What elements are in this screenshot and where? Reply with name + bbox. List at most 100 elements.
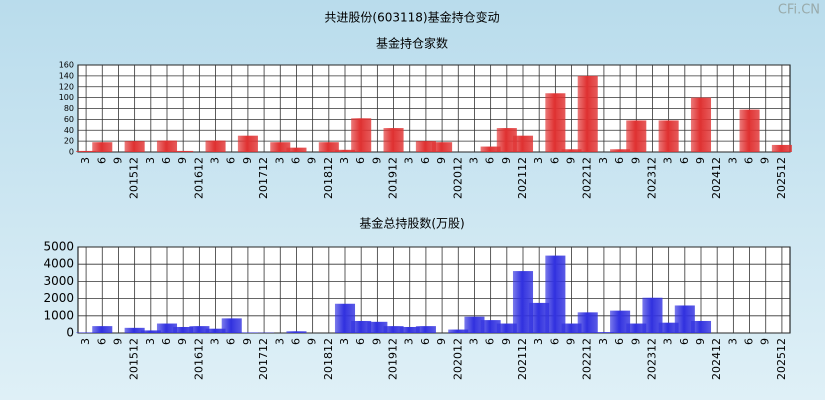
bar [561, 149, 582, 152]
bar [496, 128, 517, 152]
bar [286, 331, 307, 333]
bar [221, 318, 242, 333]
x-tick-label: 202312 [645, 338, 658, 380]
bar [674, 305, 695, 333]
chart-title: 基金持仓家数 [376, 36, 448, 51]
y-tick-label: 120 [59, 82, 74, 91]
bar [642, 297, 663, 333]
bar [318, 142, 339, 152]
x-tick-label: 6 [225, 338, 238, 345]
bar [351, 320, 372, 333]
x-tick-label: 3 [144, 338, 157, 345]
bar [383, 128, 404, 152]
x-tick-label: 9 [111, 157, 124, 164]
bar [156, 140, 178, 152]
x-tick-label: 6 [484, 157, 497, 164]
bar [561, 323, 582, 333]
x-tick-label: 3 [403, 338, 416, 345]
x-tick-label: 6 [678, 338, 691, 345]
bar [367, 321, 388, 333]
bar [610, 310, 631, 333]
x-tick-label: 201712 [257, 157, 270, 199]
bar [173, 326, 194, 333]
x-tick-label: 3 [273, 157, 286, 164]
x-tick-label: 6 [419, 338, 432, 345]
bar [593, 332, 614, 333]
bar [610, 149, 631, 152]
x-tick-label: 9 [500, 157, 513, 164]
x-tick-label: 6 [289, 338, 302, 345]
bar [512, 271, 534, 333]
x-tick-label: 3 [338, 338, 351, 345]
y-tick-label: 1000 [43, 308, 74, 322]
page-title: 共进股份(603118)基金持仓变动 [324, 10, 499, 25]
x-tick-label: 9 [176, 338, 189, 345]
bar [76, 150, 97, 152]
bar [415, 326, 436, 333]
bar [545, 255, 566, 333]
bar [173, 150, 194, 152]
x-tick-label: 202312 [645, 157, 658, 199]
y-tick-label: 80 [64, 104, 74, 113]
y-tick-label: 160 [59, 61, 74, 70]
bar [448, 329, 469, 333]
bar [92, 142, 113, 152]
bar [399, 326, 420, 333]
x-tick-label: 201712 [257, 338, 270, 380]
x-tick-label: 6 [678, 157, 691, 164]
bar [415, 141, 436, 152]
x-tick-label: 3 [662, 338, 675, 345]
y-tick-label: 0 [69, 148, 74, 157]
x-tick-label: 9 [629, 157, 642, 164]
bar [658, 120, 679, 152]
x-tick-label: 3 [79, 338, 92, 345]
x-tick-label: 9 [694, 157, 707, 164]
y-tick-label: 140 [59, 71, 74, 80]
x-tick-label: 9 [241, 338, 254, 345]
x-tick-label: 6 [419, 157, 432, 164]
bar [658, 322, 679, 333]
bar [351, 118, 372, 152]
chart-title: 基金总持股数(万股) [359, 216, 464, 231]
bar [480, 320, 501, 333]
bar [690, 320, 712, 333]
x-tick-label: 201512 [128, 338, 141, 380]
x-tick-label: 9 [435, 338, 448, 345]
x-tick-label: 6 [743, 157, 756, 164]
x-tick-label: 201512 [128, 157, 141, 199]
x-tick-label: 9 [565, 338, 578, 345]
x-tick-label: 9 [241, 157, 254, 164]
x-tick-label: 6 [743, 338, 756, 345]
bar [739, 109, 760, 152]
bar [205, 328, 226, 333]
x-tick-label: 9 [759, 338, 772, 345]
x-tick-label: 6 [354, 338, 367, 345]
x-tick-label: 202012 [451, 338, 464, 380]
x-tick-label: 3 [273, 338, 286, 345]
x-tick-label: 202212 [581, 338, 594, 380]
bar [205, 140, 226, 152]
bar [156, 323, 178, 333]
x-tick-label: 9 [306, 338, 319, 345]
x-tick-label: 6 [95, 338, 108, 345]
bar [237, 332, 258, 333]
bar [480, 146, 501, 152]
y-tick-label: 100 [59, 93, 74, 102]
x-tick-label: 6 [613, 338, 626, 345]
x-tick-label: 6 [354, 157, 367, 164]
watermark: CFi.CN [778, 3, 820, 18]
x-tick-label: 6 [289, 157, 302, 164]
x-tick-label: 9 [629, 338, 642, 345]
bar [270, 142, 291, 152]
bar [626, 120, 647, 152]
bar [577, 75, 598, 152]
x-tick-label: 6 [160, 157, 173, 164]
bar [124, 327, 145, 333]
bar [124, 141, 145, 152]
x-tick-label: 202112 [516, 338, 529, 380]
x-tick-label: 6 [613, 157, 626, 164]
x-tick-label: 3 [467, 157, 480, 164]
x-tick-label: 3 [726, 338, 739, 345]
bar [76, 332, 97, 333]
